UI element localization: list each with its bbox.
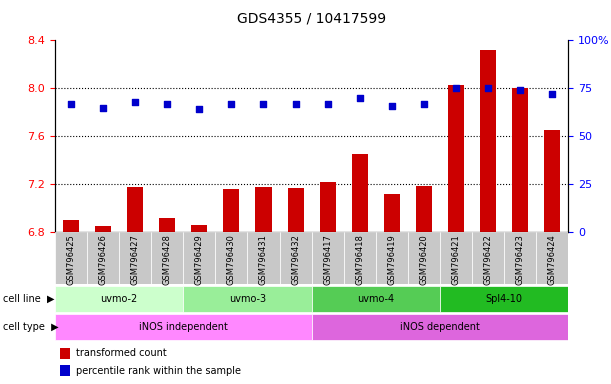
Bar (384, 194, 400, 232)
Point (451, 85, 461, 91)
Bar (280, 232, 312, 284)
Text: GSM796430: GSM796430 (227, 234, 236, 285)
Bar (512, 88, 528, 232)
Bar (408, 232, 440, 284)
Bar (247, 232, 280, 284)
Bar (288, 188, 304, 232)
Bar (119, 232, 152, 284)
Bar (95, 226, 111, 232)
Text: GSM796427: GSM796427 (131, 234, 140, 285)
Text: GSM796423: GSM796423 (516, 234, 525, 285)
Text: GSM796426: GSM796426 (98, 234, 108, 285)
Bar (127, 187, 143, 232)
Bar (320, 182, 335, 232)
Text: GSM796425: GSM796425 (67, 234, 76, 285)
Point (355, 95, 365, 101)
Point (130, 99, 140, 105)
Bar (440, 232, 472, 284)
Bar (376, 232, 408, 284)
Bar (87, 232, 119, 284)
Point (323, 101, 332, 107)
Bar (183, 232, 216, 284)
Bar (224, 189, 240, 232)
Bar (60, 365, 70, 376)
Bar (448, 85, 464, 232)
Bar (55, 314, 312, 340)
Point (66, 101, 76, 107)
Text: uvmo-2: uvmo-2 (101, 293, 137, 304)
Text: GDS4355 / 10417599: GDS4355 / 10417599 (237, 12, 386, 25)
Bar (152, 232, 183, 284)
Point (387, 103, 397, 109)
Bar (352, 154, 368, 232)
Text: GSM796422: GSM796422 (483, 234, 492, 285)
Point (547, 91, 557, 97)
Text: GSM796421: GSM796421 (452, 234, 461, 285)
Text: iNOS dependent: iNOS dependent (400, 322, 480, 333)
Text: cell type  ▶: cell type ▶ (3, 322, 59, 333)
Point (483, 85, 493, 91)
Bar (63, 220, 79, 232)
Text: GSM796417: GSM796417 (323, 234, 332, 285)
Bar (159, 218, 175, 232)
Bar (472, 232, 504, 284)
Bar (55, 286, 183, 311)
Text: GSM796429: GSM796429 (195, 234, 204, 285)
Text: uvmo-3: uvmo-3 (229, 293, 266, 304)
Point (98, 104, 108, 111)
Bar (312, 232, 343, 284)
Point (515, 87, 525, 93)
Bar (191, 225, 207, 232)
Bar (544, 130, 560, 232)
Text: GSM796424: GSM796424 (547, 234, 557, 285)
Text: GSM796419: GSM796419 (387, 234, 397, 285)
Point (291, 101, 301, 107)
Point (194, 106, 204, 113)
Bar (312, 286, 440, 311)
Bar (416, 185, 432, 232)
Text: GSM796431: GSM796431 (259, 234, 268, 285)
Text: GSM796420: GSM796420 (419, 234, 428, 285)
Bar (504, 232, 536, 284)
Bar (480, 50, 496, 232)
Text: GSM796432: GSM796432 (291, 234, 300, 285)
Text: uvmo-4: uvmo-4 (357, 293, 394, 304)
Bar (60, 348, 70, 359)
Text: cell line  ▶: cell line ▶ (3, 293, 54, 304)
Text: percentile rank within the sample: percentile rank within the sample (76, 366, 241, 376)
Bar (312, 314, 568, 340)
Point (163, 101, 172, 107)
Bar (216, 232, 247, 284)
Bar (536, 232, 568, 284)
Bar (183, 286, 312, 311)
Bar (440, 286, 568, 311)
Text: GSM796428: GSM796428 (163, 234, 172, 285)
Point (258, 101, 268, 107)
Point (227, 101, 236, 107)
Point (419, 101, 429, 107)
Bar (255, 187, 271, 232)
Bar (343, 232, 376, 284)
Text: GSM796418: GSM796418 (355, 234, 364, 285)
Text: iNOS independent: iNOS independent (139, 322, 228, 333)
Bar (55, 232, 87, 284)
Text: Spl4-10: Spl4-10 (486, 293, 522, 304)
Text: transformed count: transformed count (76, 348, 166, 358)
